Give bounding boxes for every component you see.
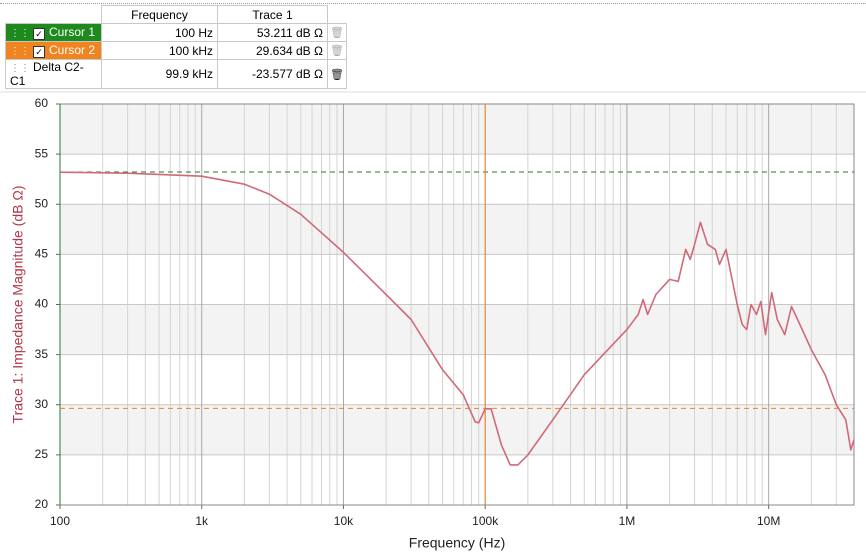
cell-text: 100 Hz <box>174 25 213 40</box>
y-tick-label: 35 <box>35 347 49 361</box>
cell-text: -23.577 dB Ω <box>251 67 323 81</box>
num: 29.634 dB Ω <box>217 41 328 60</box>
y-axis-label: Trace 1: Impedance Magnitude (dB Ω) <box>10 186 26 424</box>
x-axis-label: Frequency (Hz) <box>409 535 505 551</box>
num: 53.211 dB Ω <box>217 23 328 42</box>
y-tick-label: 20 <box>35 497 49 511</box>
band <box>60 104 854 155</box>
delete[interactable]: 🗑 <box>327 59 347 89</box>
cell-text: 29.634 dB Ω <box>255 43 323 58</box>
y-tick-label: 60 <box>35 96 49 110</box>
delete[interactable]: 🗑 <box>327 41 347 60</box>
cursor-row[interactable]: ⋮⋮ Delta C2-C1 99.9 kHz -23.577 dB Ω 🗑 <box>5 59 347 89</box>
x-tick-label: 1M <box>619 514 636 528</box>
band <box>60 204 854 255</box>
y-tick-label: 55 <box>35 146 49 160</box>
x-tick-label: 100k <box>472 514 499 528</box>
num: 99.9 kHz <box>101 59 218 89</box>
x-tick-label: 100 <box>50 514 70 528</box>
checkbox[interactable]: ✓ <box>33 46 45 58</box>
grip: ⋮⋮ <box>10 46 30 57</box>
header: Frequency <box>101 5 218 24</box>
cursor-name: Delta C2-C1 <box>10 60 84 88</box>
name-cell: ⋮⋮ Delta C2-C1 <box>5 59 102 89</box>
y-tick-label: 50 <box>35 196 49 210</box>
band <box>60 404 854 455</box>
num: -23.577 dB Ω <box>217 59 328 89</box>
cursor-name: Cursor 1 <box>49 25 96 39</box>
x-tick-label: 10M <box>757 514 780 528</box>
header: Trace 1 <box>217 5 328 24</box>
cell-text: 99.9 kHz <box>165 67 213 81</box>
name-cell: ⋮⋮ ✓ Cursor 1 <box>5 23 102 42</box>
y-tick-label: 25 <box>35 447 49 461</box>
y-tick-label: 45 <box>35 247 49 261</box>
trace-line <box>59 171 855 466</box>
cell-text: 100 kHz <box>168 43 213 58</box>
checkbox[interactable]: ✓ <box>33 28 45 40</box>
cursor-name: Cursor 2 <box>49 43 96 57</box>
y-tick-label: 40 <box>35 297 49 311</box>
cursor-table: Frequency Trace 1 ⋮⋮ ✓ Cursor 1 100 Hz 53.211… <box>5 5 347 89</box>
grip: ⋮⋮ <box>10 63 30 74</box>
cursor-row[interactable]: ⋮⋮ ✓ Cursor 2 100 kHz 29.634 dB Ω 🗑 <box>5 41 347 60</box>
band <box>60 304 854 355</box>
x-tick-label: 10k <box>334 514 354 528</box>
y-tick-label: 30 <box>35 397 49 411</box>
toolbar-edge <box>0 3 866 4</box>
cell-text: 53.211 dB Ω <box>256 25 323 40</box>
x-tick-label: 1k <box>195 514 209 528</box>
header-row: Frequency Trace 1 <box>5 5 347 24</box>
grip: ⋮⋮ <box>10 28 30 39</box>
name-cell: ⋮⋮ ✓ Cursor 2 <box>5 41 102 60</box>
